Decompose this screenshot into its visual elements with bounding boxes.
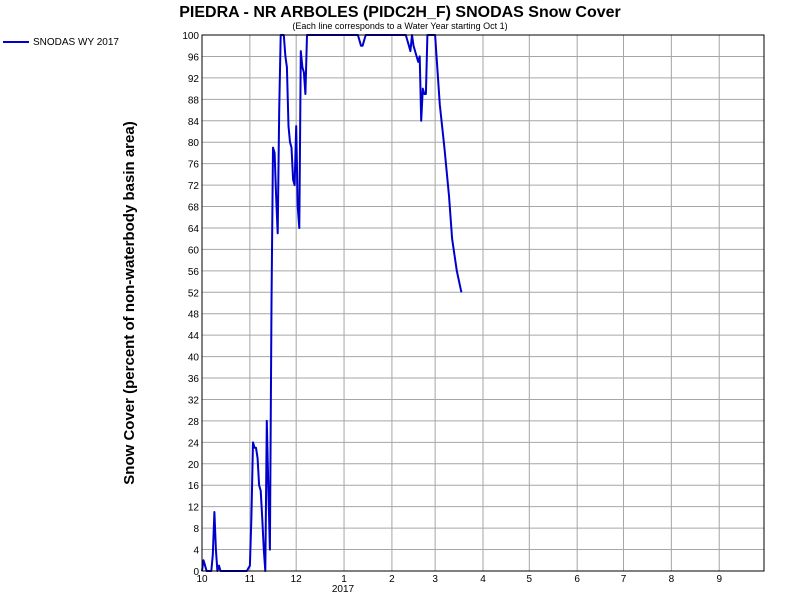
- x-tick-label: 8: [669, 574, 675, 585]
- series-layer: [201, 34, 463, 572]
- x-year-label: 2017: [332, 584, 355, 595]
- y-tick-label: 44: [188, 331, 200, 342]
- y-tick-label: 48: [188, 310, 200, 321]
- chart-title: PIEDRA - NR ARBOLES (PIDC2H_F) SNODAS Sn…: [179, 4, 621, 21]
- y-tick-label: 76: [188, 160, 200, 171]
- plot-frame: [201, 34, 765, 572]
- y-tick-label: 12: [188, 503, 200, 514]
- y-tick-label: 92: [188, 74, 200, 85]
- y-tick-label: 24: [188, 438, 200, 449]
- y-tick-label: 52: [188, 288, 200, 299]
- y-tick-label: 40: [188, 353, 200, 364]
- y-tick-label: 56: [188, 267, 200, 278]
- y-tick-label: 32: [188, 395, 200, 406]
- x-tick-label: 10: [196, 574, 208, 585]
- y-axis-label: Snow Cover (percent of non-waterbody bas…: [121, 121, 138, 484]
- x-tick-label: 12: [291, 574, 303, 585]
- x-tick-label: 7: [621, 574, 627, 585]
- y-tick-label: 8: [193, 524, 199, 535]
- x-tick-label: 5: [527, 574, 533, 585]
- y-tick-label: 4: [193, 546, 199, 557]
- legend: SNODAS WY 2017: [3, 37, 119, 48]
- y-tick-label: 96: [188, 52, 200, 63]
- y-tick-label: 68: [188, 203, 200, 214]
- y-tick-label: 36: [188, 374, 200, 385]
- grid-lines: [202, 35, 764, 571]
- x-tick-labels: 10 11 12 1 2 3 4 5 6 7 8 9: [196, 574, 722, 585]
- y-tick-label: 72: [188, 181, 200, 192]
- y-tick-label: 100: [182, 31, 199, 42]
- x-tick-label: 4: [480, 574, 486, 585]
- y-tick-label: 20: [188, 460, 200, 471]
- y-tick-label: 64: [188, 224, 200, 235]
- y-tick-labels: 0481216202428323640444852566064687276808…: [182, 31, 199, 578]
- y-tick-label: 80: [188, 138, 200, 149]
- y-tick-label: 84: [188, 117, 200, 128]
- x-tick-label: 9: [716, 574, 722, 585]
- x-tick-label: 6: [574, 574, 580, 585]
- y-tick-label: 28: [188, 417, 200, 428]
- y-tick-label: 0: [193, 567, 199, 578]
- y-tick-label: 16: [188, 481, 200, 492]
- y-tick-label: 60: [188, 245, 200, 256]
- x-tick-label: 11: [245, 574, 256, 585]
- legend-label-snodas-wy-2017: SNODAS WY 2017: [33, 37, 119, 48]
- x-tick-label: 2: [389, 574, 395, 585]
- chart-subtitle: (Each line corresponds to a Water Year s…: [292, 21, 507, 31]
- y-tick-label: 88: [188, 95, 200, 106]
- series-line-snodas-wy-2017: [201, 34, 463, 572]
- x-tick-label: 3: [432, 574, 438, 585]
- x-tick-label: 1: [341, 574, 347, 585]
